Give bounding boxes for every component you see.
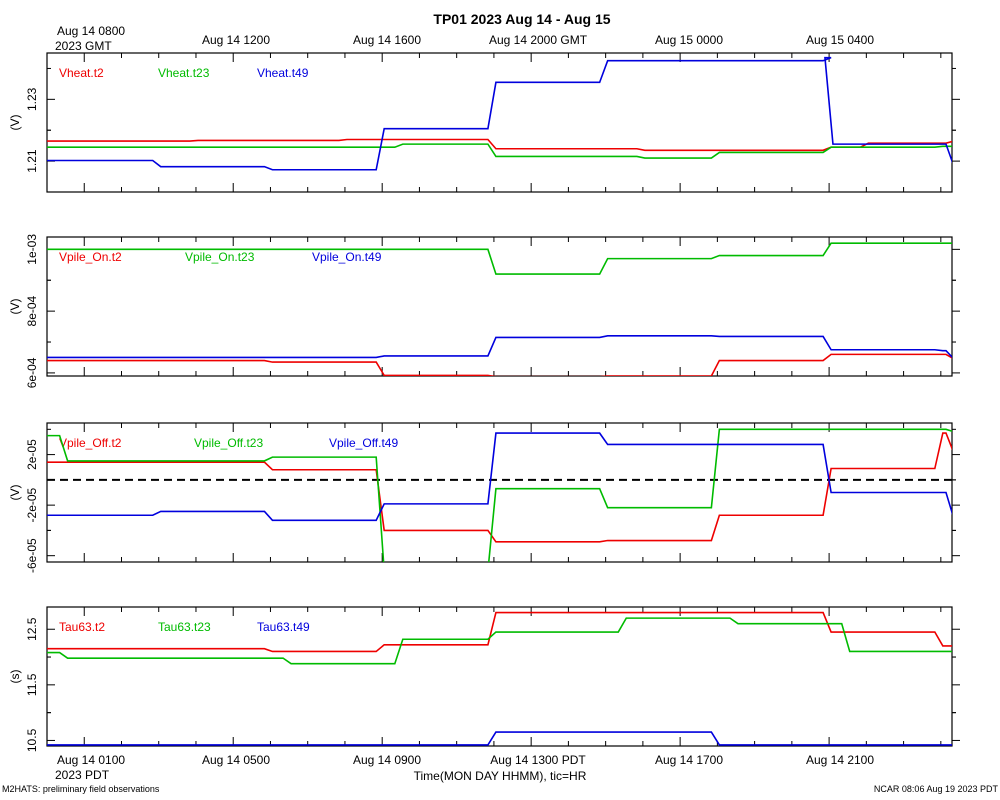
legend-entry: Vpile_Off.t49 <box>329 436 398 450</box>
y-tick-label: 11.5 <box>25 673 39 696</box>
y-tick-label: 6e-04 <box>25 357 39 388</box>
y-axis-label: (V) <box>8 299 22 315</box>
panel-frame <box>46 606 953 747</box>
series-line-Tau63.t23 <box>47 617 952 665</box>
panel-2: 6e-04 8e-04 1e-03 (V) Vpile_On.t2 Vpile_On.t2… <box>8 234 960 388</box>
legend-entry: Tau63.t23 <box>158 620 211 634</box>
y-tick-label: 8e-04 <box>25 295 39 326</box>
panel-frame <box>46 236 953 377</box>
bottom-axis-label: Aug 14 0500 <box>202 753 270 767</box>
bottom-axis-label: Aug 14 1700 <box>655 753 723 767</box>
panel-4: 10.5 11.5 12.5 (s) Tau63.t2 Tau63.t23 Tau63.t4… <box>8 606 960 752</box>
x-axis-label: Time(MON DAY HHMM), tic=HR <box>414 769 587 783</box>
chart-panels: 1.211.23(V)Vheat.t2 Vheat.t23 Vheat.t496e-… <box>8 52 960 752</box>
chart-title: TP01 2023 Aug 14 - Aug 15 <box>433 11 610 27</box>
y-tick-label: 2e-05 <box>25 439 39 470</box>
footer-left-note: M2HATS: preliminary field observations <box>2 784 160 794</box>
y-tick-label: -6e-05 <box>25 538 39 573</box>
panel-1: 1.21 1.23(V) Vheat.t2 Vheat.t23 Vheat.t49 <box>8 52 960 193</box>
legend-entry: Vpile_On.t23 <box>185 250 255 264</box>
y-tick-label: 1.21 <box>25 149 39 173</box>
legend-entry: Vheat.t49 <box>257 66 309 80</box>
top-axis-label: Aug 14 1200 <box>202 33 270 47</box>
top-axis-label: Aug 15 0000 <box>655 33 723 47</box>
bottom-axis-first-label-line2: 2023 PDT <box>55 768 110 782</box>
legend-entry: Vheat.t2 <box>59 66 104 80</box>
series-line-Vpile_On.t23 <box>47 242 952 275</box>
legend-entry: Vpile_Off.t23 <box>194 436 263 450</box>
series-line-Vheat.t23 <box>47 143 952 159</box>
y-tick-label: 10.5 <box>25 728 39 752</box>
footer-right-timestamp: NCAR 08:06 Aug 19 2023 PDT <box>874 784 999 794</box>
series-line-Vpile_Off.t2 <box>47 432 952 543</box>
panel-frame <box>46 52 953 193</box>
top-axis-label: Aug 15 0400 <box>806 33 874 47</box>
top-axis-label: Aug 14 1600 <box>353 33 421 47</box>
y-tick-label: -2e-05 <box>25 487 39 522</box>
y-axis-label: (V) <box>8 485 22 501</box>
y-tick-label: 1e-03 <box>25 234 39 265</box>
series-line-Tau63.t49 <box>47 731 952 746</box>
top-axis-first-label-line1: Aug 14 0800 <box>57 24 125 38</box>
series-line-Vpile_Off.t23 <box>47 428 952 562</box>
series-line-Vpile_On.t2 <box>47 353 952 376</box>
y-axis-label: (s) <box>8 670 22 684</box>
legend-entry: Vpile_On.t49 <box>312 250 382 264</box>
series-line-Vpile_On.t49 <box>47 335 952 360</box>
y-tick-label: 12.5 <box>25 617 39 641</box>
top-axis-label: Aug 14 2000 GMT <box>489 33 588 47</box>
bottom-axis-label: Aug 14 0900 <box>353 753 421 767</box>
bottom-axis-label: Aug 14 2100 <box>806 753 874 767</box>
bottom-axis-label: Aug 14 1300 PDT <box>490 753 586 767</box>
legend-entry: Tau63.t49 <box>257 620 310 634</box>
legend-entry: Vheat.t23 <box>158 66 210 80</box>
y-tick-label: 1.23 <box>25 87 39 111</box>
bottom-axis-first-label-line1: Aug 14 0100 <box>57 753 125 767</box>
panel-frame <box>46 422 953 563</box>
top-axis-first-label-line2: 2023 GMT <box>55 39 112 53</box>
legend-entry: Tau63.t2 <box>59 620 105 634</box>
series-line-Vpile_Off.t49 <box>47 432 952 522</box>
panel-3: -6e-05 -2e-05 2e-05 (V) Vpile_Off.t2 Vpile_Of… <box>8 422 960 573</box>
series-line-Tau63.t2 <box>47 611 952 653</box>
y-axis-label: (V) <box>8 115 22 131</box>
series-line-Vheat.t49 <box>47 56 952 171</box>
series-line-Vheat.t2 <box>47 138 952 152</box>
legend-entry: Vpile_On.t2 <box>59 250 122 264</box>
legend-entry: Vpile_Off.t2 <box>59 436 122 450</box>
